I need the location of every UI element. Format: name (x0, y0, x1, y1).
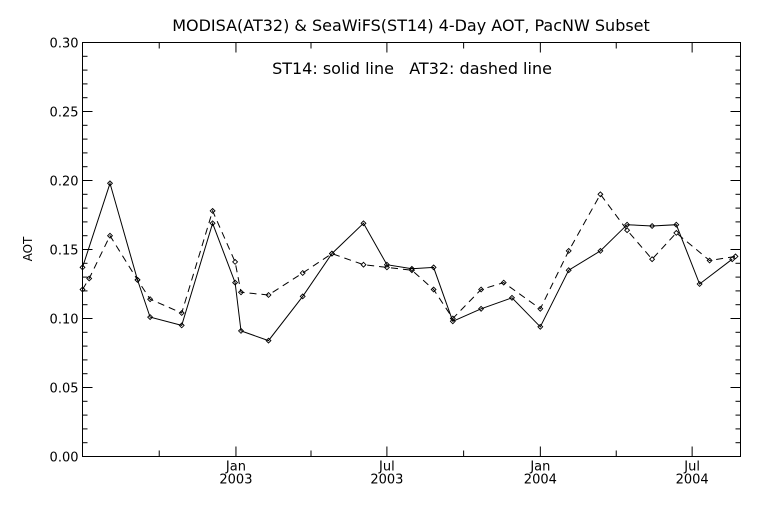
plot-frame (82, 42, 741, 457)
y-tick-label: 0.20 (50, 175, 79, 190)
data-point-st14 (624, 221, 631, 228)
data-point-at32 (449, 315, 456, 322)
data-point-st14 (649, 222, 656, 230)
y-axis-label: AOT (21, 236, 35, 261)
series-line-at32 (82, 193, 736, 320)
data-point-st14 (565, 267, 572, 274)
series-layer (79, 180, 739, 344)
data-point-at32 (265, 291, 272, 299)
x-tick-label-month: Jul (378, 460, 395, 475)
data-point-at32 (408, 267, 415, 274)
data-point-st14 (106, 180, 114, 187)
data-point-st14 (449, 318, 456, 325)
x-tick-label-month: Jul (683, 460, 700, 475)
data-point-at32 (597, 191, 604, 198)
data-point-st14 (237, 327, 245, 334)
y-tick-label: 0.10 (50, 313, 79, 328)
data-point-st14 (383, 261, 390, 268)
data-point-at32 (147, 296, 154, 303)
data-point-at32 (299, 269, 306, 277)
y-tick-label: 0.15 (50, 244, 79, 259)
data-point-at32 (86, 275, 93, 282)
x-tick-label-month: Jan (225, 460, 246, 475)
y-tick-label: 0.25 (50, 106, 79, 121)
x-tick-label-year: 2004 (676, 473, 709, 488)
data-point-st14 (597, 247, 604, 254)
data-point-at32 (673, 229, 680, 236)
data-point-st14 (673, 221, 680, 228)
x-tick-label-year: 2003 (219, 473, 252, 488)
data-point-st14 (79, 264, 86, 271)
legend-annotation: ST14: solid line AT32: dashed line (272, 59, 552, 78)
y-tick-label: 0.05 (50, 382, 79, 397)
data-point-st14 (430, 264, 437, 271)
data-point-at32 (134, 276, 141, 283)
data-point-st14 (209, 220, 216, 227)
data-point-at32 (383, 264, 390, 271)
data-point-at32 (565, 247, 572, 254)
series-st14 (79, 180, 736, 344)
data-point-at32 (232, 258, 239, 265)
data-point-st14 (360, 220, 367, 227)
data-point-at32 (649, 256, 656, 263)
data-point-at32 (537, 305, 544, 312)
data-point-at32 (706, 257, 713, 264)
series-at32 (79, 191, 739, 322)
data-point-at32 (106, 232, 114, 239)
data-point-at32 (328, 250, 335, 257)
data-point-st14 (478, 305, 485, 312)
data-point-at32 (79, 286, 86, 293)
data-point-at32 (178, 309, 185, 317)
y-tick-label: 0.00 (50, 451, 79, 466)
data-point-st14 (147, 314, 154, 321)
series-line-st14 (82, 181, 733, 342)
data-point-st14 (508, 294, 516, 301)
data-point-st14 (265, 337, 272, 344)
data-point-st14 (178, 322, 185, 329)
y-tick-label: 0.30 (50, 37, 79, 52)
y-axis: 0.00 0.05 0.10 0.15 0.20 0.25 0.30 (50, 37, 741, 466)
chart-title: MODISA(AT32) & SeaWiFS(ST14) 4-Day AOT, … (172, 16, 650, 35)
data-point-at32 (500, 279, 507, 286)
data-point-st14 (408, 265, 415, 272)
x-tick-label-month: Jan (529, 460, 550, 475)
data-point-st14 (696, 280, 703, 288)
data-point-st14 (299, 293, 306, 300)
data-point-at32 (430, 286, 437, 293)
data-point-st14 (729, 256, 736, 263)
x-tick-label-year: 2004 (524, 473, 557, 488)
data-point-at32 (209, 207, 216, 214)
data-point-at32 (478, 286, 485, 293)
data-point-st14 (537, 323, 544, 330)
data-point-at32 (237, 289, 245, 296)
x-tick-label-year: 2003 (370, 473, 403, 488)
data-point-at32 (732, 253, 739, 260)
data-point-st14 (232, 279, 239, 286)
data-point-at32 (624, 227, 631, 234)
data-point-at32 (360, 261, 367, 268)
